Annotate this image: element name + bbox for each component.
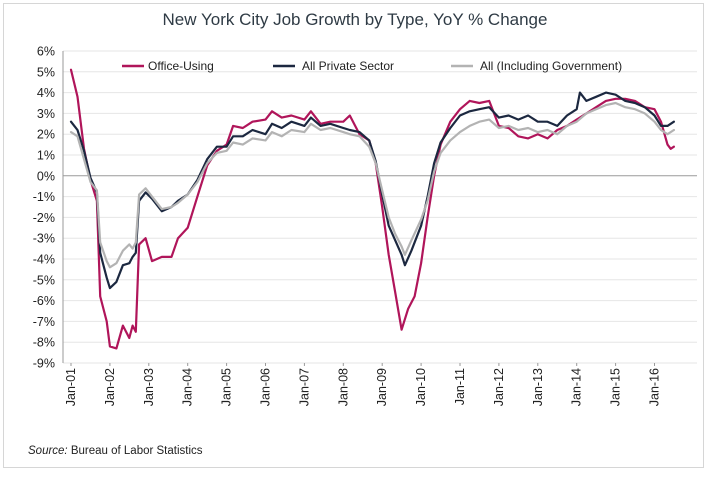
x-tick-label: Jan-13 [531, 368, 545, 406]
x-tick-label: Jan-07 [297, 368, 311, 406]
source-label: Source: [28, 445, 68, 457]
y-tick-label: -5% [33, 273, 55, 287]
y-tick-label: 6% [37, 45, 55, 59]
y-tick-label: -1% [33, 190, 55, 204]
y-axis-tick-labels: 6% 5% 4% 3% 2% 1% 0% -1% -2% -3% -4% -5% -6% -7% -8% -9… [33, 45, 55, 371]
x-tick-label: Jan-03 [142, 368, 156, 406]
source-text: Bureau of Labor Statistics [70, 445, 203, 457]
source-note: Source: Bureau of Labor Statistics [28, 445, 203, 457]
x-axis-tick-labels: Jan-01 Jan-02 Jan-03 Jan-04 Jan-05 Jan-06 Jan-… [64, 368, 662, 406]
legend-label: Office-Using [148, 59, 214, 73]
y-tick-label: 1% [37, 149, 55, 163]
x-tick-label: Jan-12 [492, 368, 506, 406]
x-tick-label: Jan-14 [570, 368, 584, 406]
x-tick-label: Jan-06 [259, 368, 273, 406]
y-tick-label: 4% [37, 86, 55, 100]
y-tick-label: -9% [33, 357, 55, 371]
x-tick-label: Jan-11 [453, 368, 467, 405]
y-tick-label: -8% [33, 336, 55, 350]
x-tick-label: Jan-10 [414, 368, 428, 406]
chart-frame [3, 3, 704, 468]
data-series [69, 68, 676, 350]
y-tick-label: 3% [37, 107, 55, 121]
legend: Office-Using All Private Sector All (Inclu… [122, 59, 622, 73]
chart-title: New York City Job Growth by Type, YoY % … [162, 10, 548, 29]
y-tick-label: -7% [33, 315, 55, 329]
y-tick-label: 0% [37, 169, 55, 183]
y-tick-label: -6% [33, 294, 55, 308]
y-tick-label: 5% [37, 65, 55, 79]
y-tick-label: -4% [33, 253, 55, 267]
x-tick-label: Jan-09 [375, 368, 389, 406]
x-tick-label: Jan-05 [220, 368, 234, 406]
y-tick-label: -3% [33, 232, 55, 246]
legend-label: All Private Sector [302, 59, 394, 73]
axes [62, 51, 697, 366]
x-tick-label: Jan-04 [181, 368, 195, 406]
series-line-3 [69, 101, 676, 269]
y-tick-label: 2% [37, 128, 55, 142]
x-tick-label: Jan-08 [336, 368, 350, 406]
x-tick-label: Jan-01 [64, 368, 78, 406]
x-tick-label: Jan-02 [103, 368, 117, 406]
legend-label: All (Including Government) [480, 59, 622, 73]
y-tick-label: -2% [33, 211, 55, 225]
x-tick-label: Jan-16 [648, 368, 662, 406]
x-tick-label: Jan-15 [609, 368, 623, 406]
